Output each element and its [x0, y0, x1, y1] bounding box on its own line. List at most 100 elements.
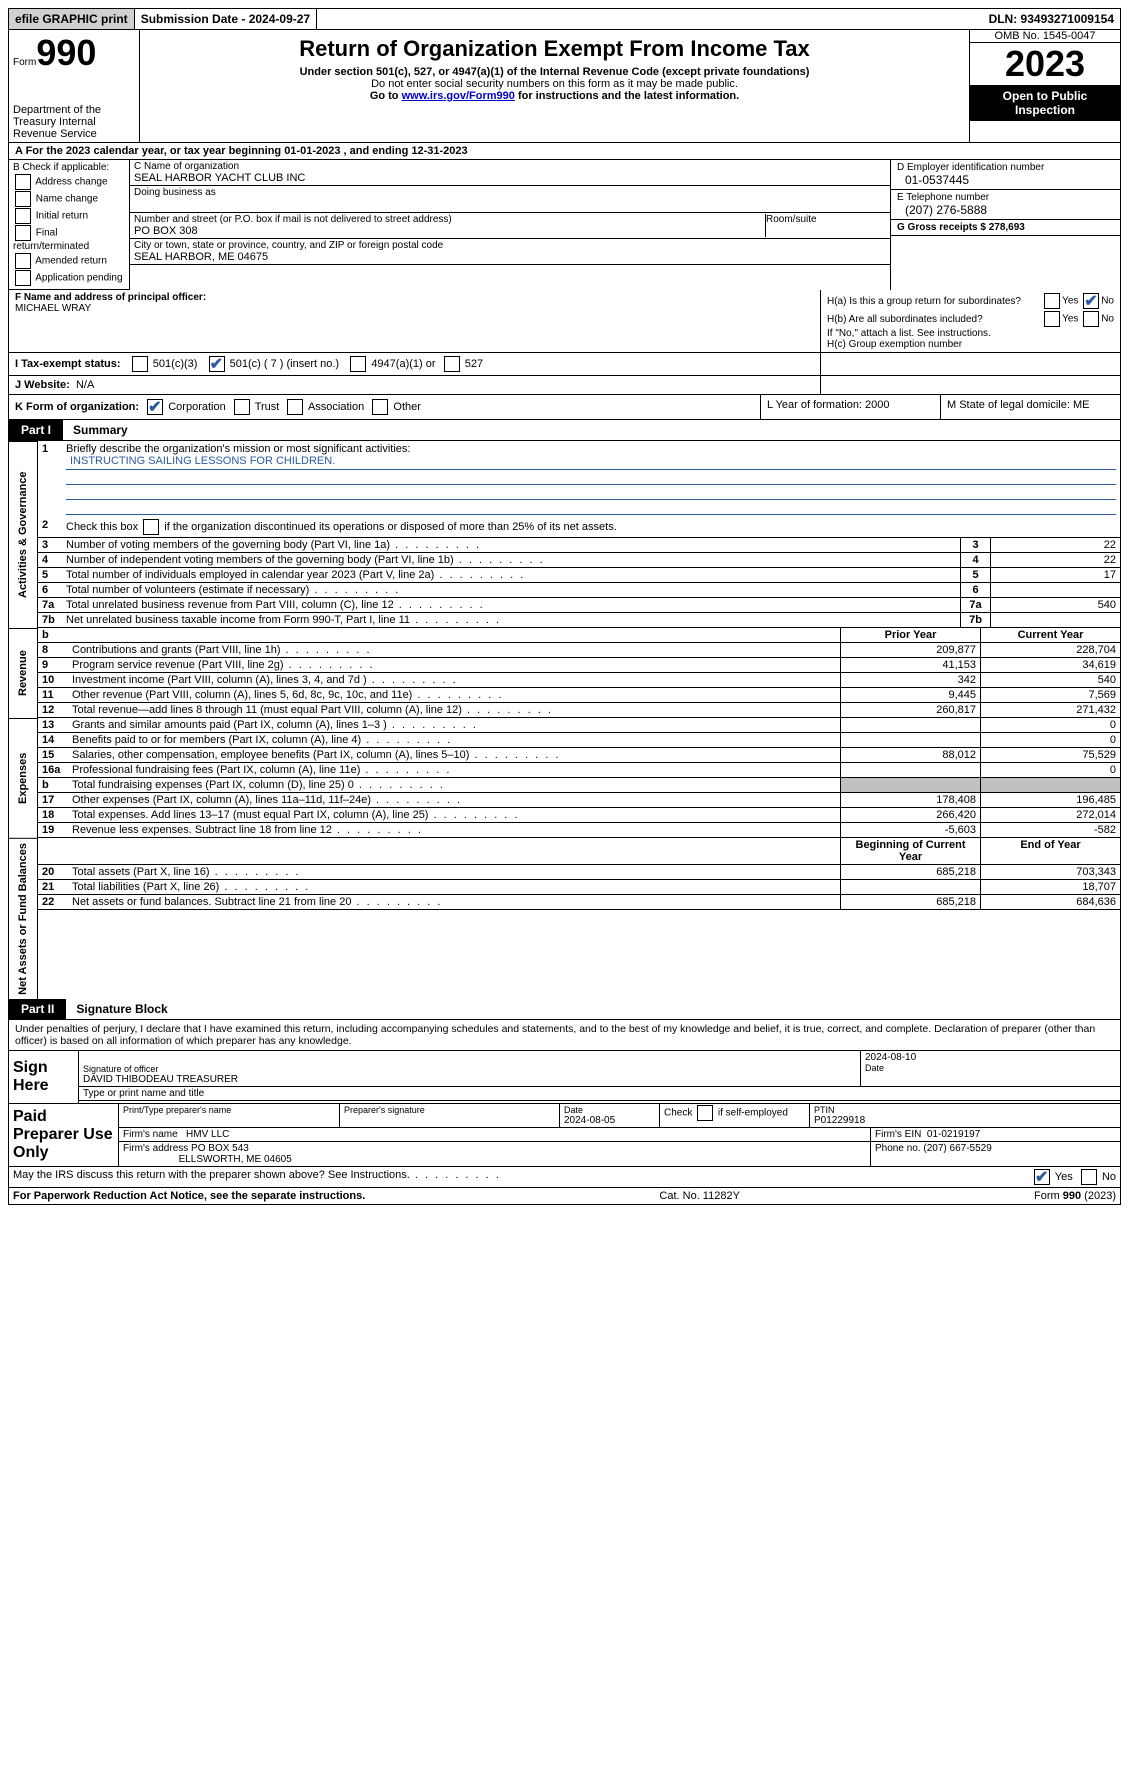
city-state-zip: SEAL HARBOR, ME 04675 [134, 251, 886, 263]
officer-label: F Name and address of principal officer: [15, 292, 206, 303]
summary-row: 19Revenue less expenses. Subtract line 1… [38, 823, 1120, 838]
discuss-yes[interactable] [1034, 1169, 1050, 1185]
line-k: K Form of organization: Corporation Trus… [8, 395, 1121, 420]
discuss-row: May the IRS discuss this return with the… [8, 1167, 1121, 1188]
org-name-label: C Name of organization [134, 161, 886, 172]
check-corporation[interactable] [147, 399, 163, 415]
sign-date: 2024-08-10 [865, 1052, 1116, 1063]
box-b-title: B Check if applicable: [13, 162, 125, 173]
check-501c3[interactable] [132, 356, 148, 372]
check-name-change[interactable] [15, 191, 31, 207]
lbl-501c: 501(c) ( 7 ) (insert no.) [230, 358, 339, 370]
check-other[interactable] [372, 399, 388, 415]
phone-label: E Telephone number [897, 192, 1114, 203]
summary-row: 21Total liabilities (Part X, line 26)18,… [38, 880, 1120, 895]
goto-label: Go to [370, 90, 402, 102]
prior-year-header: Prior Year [840, 628, 980, 642]
firm-addr2: ELLSWORTH, ME 04605 [179, 1154, 292, 1165]
yes-lbl2: Yes [1062, 314, 1078, 325]
form-org-label: K Form of organization: [15, 401, 139, 413]
summary-row: 11Other revenue (Part VIII, column (A), … [38, 688, 1120, 703]
lbl-corporation: Corporation [168, 401, 225, 413]
side-expenses: Expenses [9, 718, 37, 838]
year-formation: L Year of formation: 2000 [760, 395, 940, 419]
sig-officer-label: Signature of officer [83, 1064, 856, 1074]
ptin-label: PTIN [814, 1105, 1116, 1115]
ha-yes[interactable] [1044, 293, 1060, 309]
check-discontinued[interactable] [143, 519, 159, 535]
part1-header: Part I Summary [8, 420, 1121, 441]
part1-label: Part I [9, 420, 63, 440]
header: Form990 Department of the Treasury Inter… [8, 30, 1121, 143]
summary-row: 4Number of independent voting members of… [38, 552, 1120, 567]
check-trust[interactable] [234, 399, 250, 415]
part1-title: Summary [63, 420, 138, 440]
ha-no[interactable] [1083, 293, 1099, 309]
summary-row: 9Program service revenue (Part VIII, lin… [38, 658, 1120, 673]
form-label: Form [13, 57, 36, 68]
summary-row: 5Total number of individuals employed in… [38, 567, 1120, 582]
efile-print-button[interactable]: efile GRAPHIC print [9, 9, 135, 29]
check-527[interactable] [444, 356, 460, 372]
prep-date: 2024-08-05 [564, 1115, 655, 1126]
firm-phone-label: Phone no. [875, 1143, 921, 1154]
city-label: City or town, state or province, country… [134, 240, 886, 251]
hb-no[interactable] [1083, 311, 1099, 327]
check-final-return[interactable] [15, 225, 31, 241]
ssn-warning: Do not enter social security numbers on … [144, 78, 965, 90]
no-lbl2: No [1101, 314, 1114, 325]
f-h-group: F Name and address of principal officer:… [8, 290, 1121, 353]
summary-row: 20Total assets (Part X, line 16)685,2187… [38, 865, 1120, 880]
box-b: B Check if applicable: Address change Na… [9, 160, 129, 290]
check-501c[interactable] [209, 356, 225, 372]
irs-link[interactable]: www.irs.gov/Form990 [402, 90, 515, 102]
line-a: A For the 2023 calendar year, or tax yea… [8, 143, 1121, 160]
lbl-initial-return: Initial return [36, 211, 88, 222]
beginning-year-header: Beginning of Current Year [840, 838, 980, 864]
check-association[interactable] [287, 399, 303, 415]
check-initial-return[interactable] [15, 208, 31, 224]
check-self-employed[interactable] [697, 1105, 713, 1121]
firm-addr1: PO BOX 543 [191, 1143, 249, 1154]
check-amended[interactable] [15, 253, 31, 269]
ein-label: D Employer identification number [897, 162, 1114, 173]
hb-note: If "No," attach a list. See instructions… [827, 328, 1114, 339]
firm-name-label: Firm's name [123, 1129, 178, 1140]
part2-title: Signature Block [66, 999, 177, 1019]
ein: 01-0537445 [897, 173, 1114, 187]
subtitle: Under section 501(c), 527, or 4947(a)(1)… [144, 66, 965, 78]
phone: (207) 276-5888 [897, 203, 1114, 217]
discuss-no[interactable] [1081, 1169, 1097, 1185]
check-4947[interactable] [350, 356, 366, 372]
prep-name-label: Print/Type preparer's name [123, 1105, 335, 1115]
firm-name: HMV LLC [186, 1129, 229, 1140]
b-label: b [38, 628, 68, 642]
box-d: D Employer identification number01-05374… [890, 160, 1120, 290]
gross-receipts: G Gross receipts $ 278,693 [897, 222, 1025, 233]
line-i: I Tax-exempt status: 501(c)(3) 501(c) ( … [8, 353, 1121, 376]
sign-here-label: Sign Here [9, 1051, 79, 1103]
ptin: P01229918 [814, 1115, 1116, 1126]
part2-header: Part II Signature Block [8, 999, 1121, 1020]
info-grid: B Check if applicable: Address change Na… [8, 160, 1121, 290]
summary-row: 8Contributions and grants (Part VIII, li… [38, 643, 1120, 658]
department: Department of the Treasury Internal Reve… [13, 104, 135, 140]
website-value: N/A [76, 379, 94, 391]
sign-date-label: Date [865, 1063, 1116, 1073]
summary-row: 7aTotal unrelated business revenue from … [38, 597, 1120, 612]
summary-row: 13Grants and similar amounts paid (Part … [38, 718, 1120, 733]
footer: For Paperwork Reduction Act Notice, see … [8, 1188, 1121, 1205]
summary-row: 12Total revenue—add lines 8 through 11 (… [38, 703, 1120, 718]
footer-mid: Cat. No. 11282Y [659, 1190, 740, 1202]
side-governance: Activities & Governance [9, 441, 37, 628]
discuss-label: May the IRS discuss this return with the… [13, 1169, 410, 1181]
hb-yes[interactable] [1044, 311, 1060, 327]
summary-row: 3Number of voting members of the governi… [38, 537, 1120, 552]
lbl-501c3: 501(c)(3) [153, 358, 198, 370]
tax-year: 2023 [970, 43, 1120, 85]
mission-text: INSTRUCTING SAILING LESSONS FOR CHILDREN… [66, 455, 1116, 470]
perjury-statement: Under penalties of perjury, I declare th… [8, 1020, 1121, 1051]
check-address-change[interactable] [15, 174, 31, 190]
summary-row: 18Total expenses. Add lines 13–17 (must … [38, 808, 1120, 823]
check-application-pending[interactable] [15, 270, 31, 286]
